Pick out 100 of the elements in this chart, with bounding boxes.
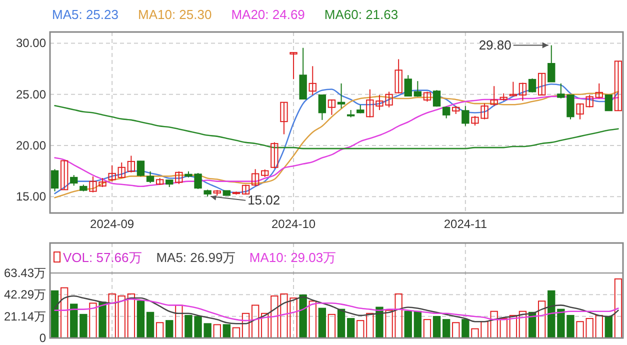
candlestick [70, 174, 78, 186]
bar [146, 312, 154, 338]
candlestick [414, 80, 422, 98]
bar [366, 312, 374, 338]
bar [98, 302, 106, 338]
x-tick-label: 2024-11 [444, 217, 488, 231]
y-tick-label: 0 [39, 331, 46, 345]
bar [136, 300, 145, 338]
bar [538, 300, 546, 338]
bar [70, 304, 78, 338]
line-series [54, 104, 619, 150]
bar [518, 310, 527, 338]
candlestick [118, 162, 126, 179]
candlestick [442, 106, 450, 119]
bar [452, 322, 460, 338]
bar [442, 319, 450, 338]
candlestick [127, 155, 136, 173]
bar [432, 316, 441, 338]
bar [299, 294, 307, 338]
candlestick [462, 106, 470, 126]
bar [423, 319, 432, 338]
candlestick [108, 164, 116, 182]
y-tick-label: 42.29万 [4, 288, 46, 302]
bar [261, 312, 269, 338]
bar [328, 314, 336, 338]
candlestick [251, 168, 260, 187]
candlestick [394, 58, 402, 94]
y-tick-label: 30.00 [16, 36, 46, 50]
bar [222, 324, 231, 338]
bar [166, 320, 174, 338]
bar [509, 314, 518, 338]
bar [232, 327, 240, 338]
bar [614, 278, 622, 338]
bar [108, 293, 116, 338]
text: MA20: 24.69 [231, 7, 305, 22]
candlestick [50, 168, 59, 192]
bar [604, 316, 613, 338]
candlestick [538, 72, 546, 96]
bar [337, 308, 346, 338]
annotation: 29.80 [478, 37, 512, 52]
bar [60, 287, 68, 338]
bar [80, 314, 88, 338]
candlestick [404, 74, 412, 97]
candlestick [242, 184, 250, 196]
bar [318, 308, 326, 338]
candlestick [548, 44, 556, 82]
candlestick [328, 98, 336, 116]
candlestick [60, 160, 68, 190]
legend-label: VOL: 57.66万 [63, 250, 142, 265]
candlestick [280, 102, 288, 135]
bar [500, 318, 508, 338]
y-tick-label: 15.00 [16, 190, 46, 204]
y-tick-label: 25.00 [16, 87, 46, 102]
y-tick-label: 63.43万 [4, 266, 46, 280]
bar [376, 306, 384, 338]
candlestick [175, 170, 183, 185]
candlestick [337, 82, 346, 109]
bar [251, 304, 260, 338]
bar [175, 304, 183, 338]
text: MA10: 25.30 [138, 7, 212, 22]
bar [89, 302, 97, 338]
bar [595, 314, 603, 338]
text: MA10: 29.03万 [249, 250, 336, 265]
candlestick [509, 81, 518, 96]
candlestick [604, 94, 613, 112]
bar [346, 318, 355, 338]
bar [404, 310, 412, 338]
bar [414, 310, 422, 338]
bar [118, 295, 126, 338]
bar [548, 290, 556, 338]
bar [242, 312, 250, 338]
text: MA5: 25.23 [52, 7, 118, 22]
bar [50, 290, 59, 338]
candlestick [308, 66, 316, 96]
candlestick [528, 78, 536, 93]
candlestick [318, 94, 326, 120]
candlestick [423, 91, 432, 102]
bar [308, 300, 316, 338]
x-tick-label: 2024-10 [272, 217, 316, 231]
candlestick [490, 86, 498, 107]
bar [213, 324, 221, 338]
candlestick [518, 82, 527, 102]
bar [156, 322, 164, 338]
y-tick-label: 21.14万 [4, 309, 46, 324]
text: MA5: 26.99万 [156, 250, 236, 265]
text: MA60: 21.63 [324, 7, 398, 22]
bar [127, 293, 136, 338]
candlestick [595, 82, 603, 99]
candlestick [270, 142, 278, 169]
x-tick-label: 2024-09 [90, 217, 134, 231]
bar [462, 319, 470, 338]
candlestick [614, 60, 622, 112]
annotation: 15.02 [248, 192, 280, 208]
bar [356, 320, 364, 338]
candlestick [146, 170, 154, 184]
candlestick [136, 160, 145, 177]
candlestick [432, 90, 441, 108]
candlestick [299, 47, 307, 100]
y-tick-label: 20.00 [16, 138, 46, 153]
candlestick [290, 52, 298, 80]
